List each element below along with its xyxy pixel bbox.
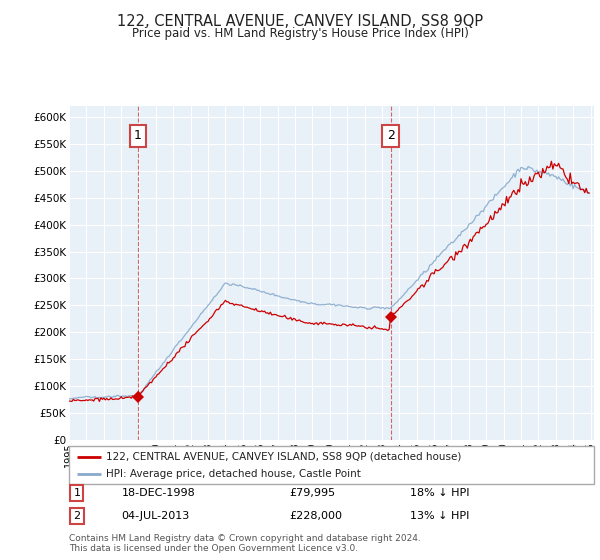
Text: £79,995: £79,995 (290, 488, 335, 498)
Text: HPI: Average price, detached house, Castle Point: HPI: Average price, detached house, Cast… (106, 469, 361, 479)
Text: Contains HM Land Registry data © Crown copyright and database right 2024.
This d: Contains HM Land Registry data © Crown c… (69, 534, 421, 553)
Text: 2: 2 (386, 129, 395, 142)
Text: 122, CENTRAL AVENUE, CANVEY ISLAND, SS8 9QP (detached house): 122, CENTRAL AVENUE, CANVEY ISLAND, SS8 … (106, 452, 461, 462)
Text: 122, CENTRAL AVENUE, CANVEY ISLAND, SS8 9QP: 122, CENTRAL AVENUE, CANVEY ISLAND, SS8 … (117, 14, 483, 29)
Text: 2: 2 (73, 511, 80, 521)
Text: 18% ↓ HPI: 18% ↓ HPI (410, 488, 470, 498)
Text: 04-JUL-2013: 04-JUL-2013 (121, 511, 190, 521)
Text: 13% ↓ HPI: 13% ↓ HPI (410, 511, 470, 521)
Text: 1: 1 (134, 129, 142, 142)
Text: 1: 1 (73, 488, 80, 498)
Text: Price paid vs. HM Land Registry's House Price Index (HPI): Price paid vs. HM Land Registry's House … (131, 27, 469, 40)
Text: £228,000: £228,000 (290, 511, 343, 521)
Text: 18-DEC-1998: 18-DEC-1998 (121, 488, 195, 498)
